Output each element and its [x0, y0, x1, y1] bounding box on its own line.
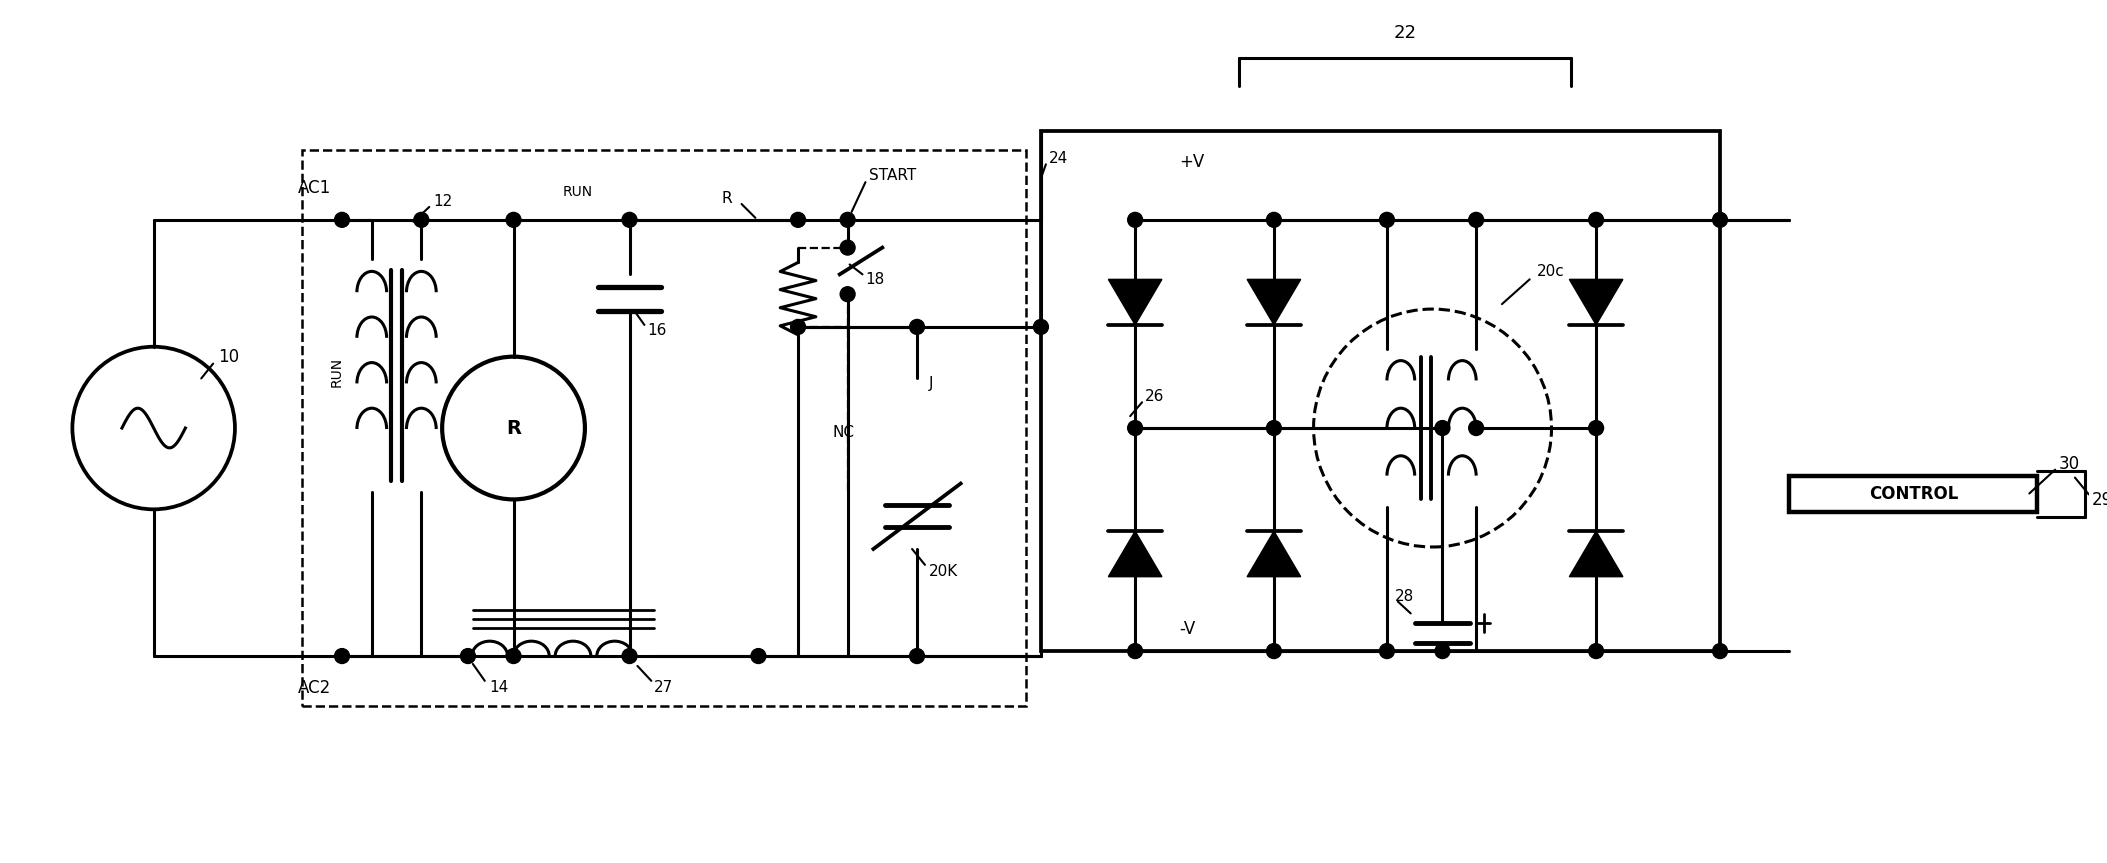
Circle shape: [1469, 212, 1483, 227]
Circle shape: [461, 649, 476, 664]
Text: 16: 16: [647, 324, 666, 338]
Circle shape: [1713, 644, 1728, 658]
Text: R: R: [506, 419, 520, 438]
Text: 22: 22: [1393, 24, 1416, 42]
Circle shape: [1266, 644, 1281, 658]
Circle shape: [1380, 212, 1395, 227]
Circle shape: [750, 649, 765, 664]
Circle shape: [1435, 644, 1450, 658]
Text: RUN: RUN: [563, 185, 592, 199]
Circle shape: [1127, 212, 1142, 227]
Text: START: START: [870, 167, 917, 183]
Circle shape: [413, 212, 428, 227]
Polygon shape: [1570, 532, 1622, 576]
Text: 29: 29: [2092, 491, 2107, 509]
Circle shape: [1127, 644, 1142, 658]
Circle shape: [1469, 420, 1483, 436]
Text: 18: 18: [866, 272, 885, 287]
Text: -V: -V: [1180, 620, 1197, 639]
Circle shape: [1589, 212, 1603, 227]
Polygon shape: [1108, 280, 1161, 324]
Circle shape: [1589, 420, 1603, 436]
Text: AC2: AC2: [297, 679, 331, 696]
Circle shape: [790, 319, 805, 334]
Text: 30: 30: [2059, 455, 2080, 473]
Circle shape: [335, 649, 350, 664]
Text: 24: 24: [1049, 151, 1068, 166]
Circle shape: [1266, 420, 1281, 436]
Circle shape: [910, 649, 925, 664]
Circle shape: [1380, 644, 1395, 658]
Circle shape: [1266, 212, 1281, 227]
Text: R: R: [723, 191, 733, 205]
Circle shape: [841, 240, 855, 255]
Polygon shape: [1247, 280, 1300, 324]
Circle shape: [841, 287, 855, 302]
Circle shape: [622, 649, 636, 664]
Polygon shape: [1108, 532, 1161, 576]
Text: AC1: AC1: [297, 180, 331, 197]
Text: +V: +V: [1180, 154, 1205, 172]
Text: 28: 28: [1395, 589, 1414, 604]
Text: 10: 10: [219, 348, 240, 366]
Text: 12: 12: [434, 194, 453, 210]
Circle shape: [841, 212, 855, 227]
Circle shape: [910, 319, 925, 334]
Circle shape: [1035, 319, 1049, 334]
Text: RUN: RUN: [331, 356, 343, 387]
Circle shape: [1589, 644, 1603, 658]
Circle shape: [1435, 420, 1450, 436]
Circle shape: [1127, 420, 1142, 436]
Text: CONTROL: CONTROL: [1869, 485, 1957, 503]
Circle shape: [790, 212, 805, 227]
Circle shape: [622, 212, 636, 227]
Circle shape: [506, 212, 520, 227]
Circle shape: [506, 649, 520, 664]
Text: 20c: 20c: [1536, 264, 1563, 279]
Text: J: J: [929, 376, 933, 391]
Polygon shape: [1247, 532, 1300, 576]
Text: 26: 26: [1144, 389, 1165, 404]
Circle shape: [335, 212, 350, 227]
Text: NC: NC: [832, 425, 855, 440]
Polygon shape: [1570, 280, 1622, 324]
Circle shape: [1713, 212, 1728, 227]
Text: 27: 27: [655, 680, 674, 696]
Text: 14: 14: [489, 680, 510, 696]
Text: 20K: 20K: [929, 564, 959, 579]
